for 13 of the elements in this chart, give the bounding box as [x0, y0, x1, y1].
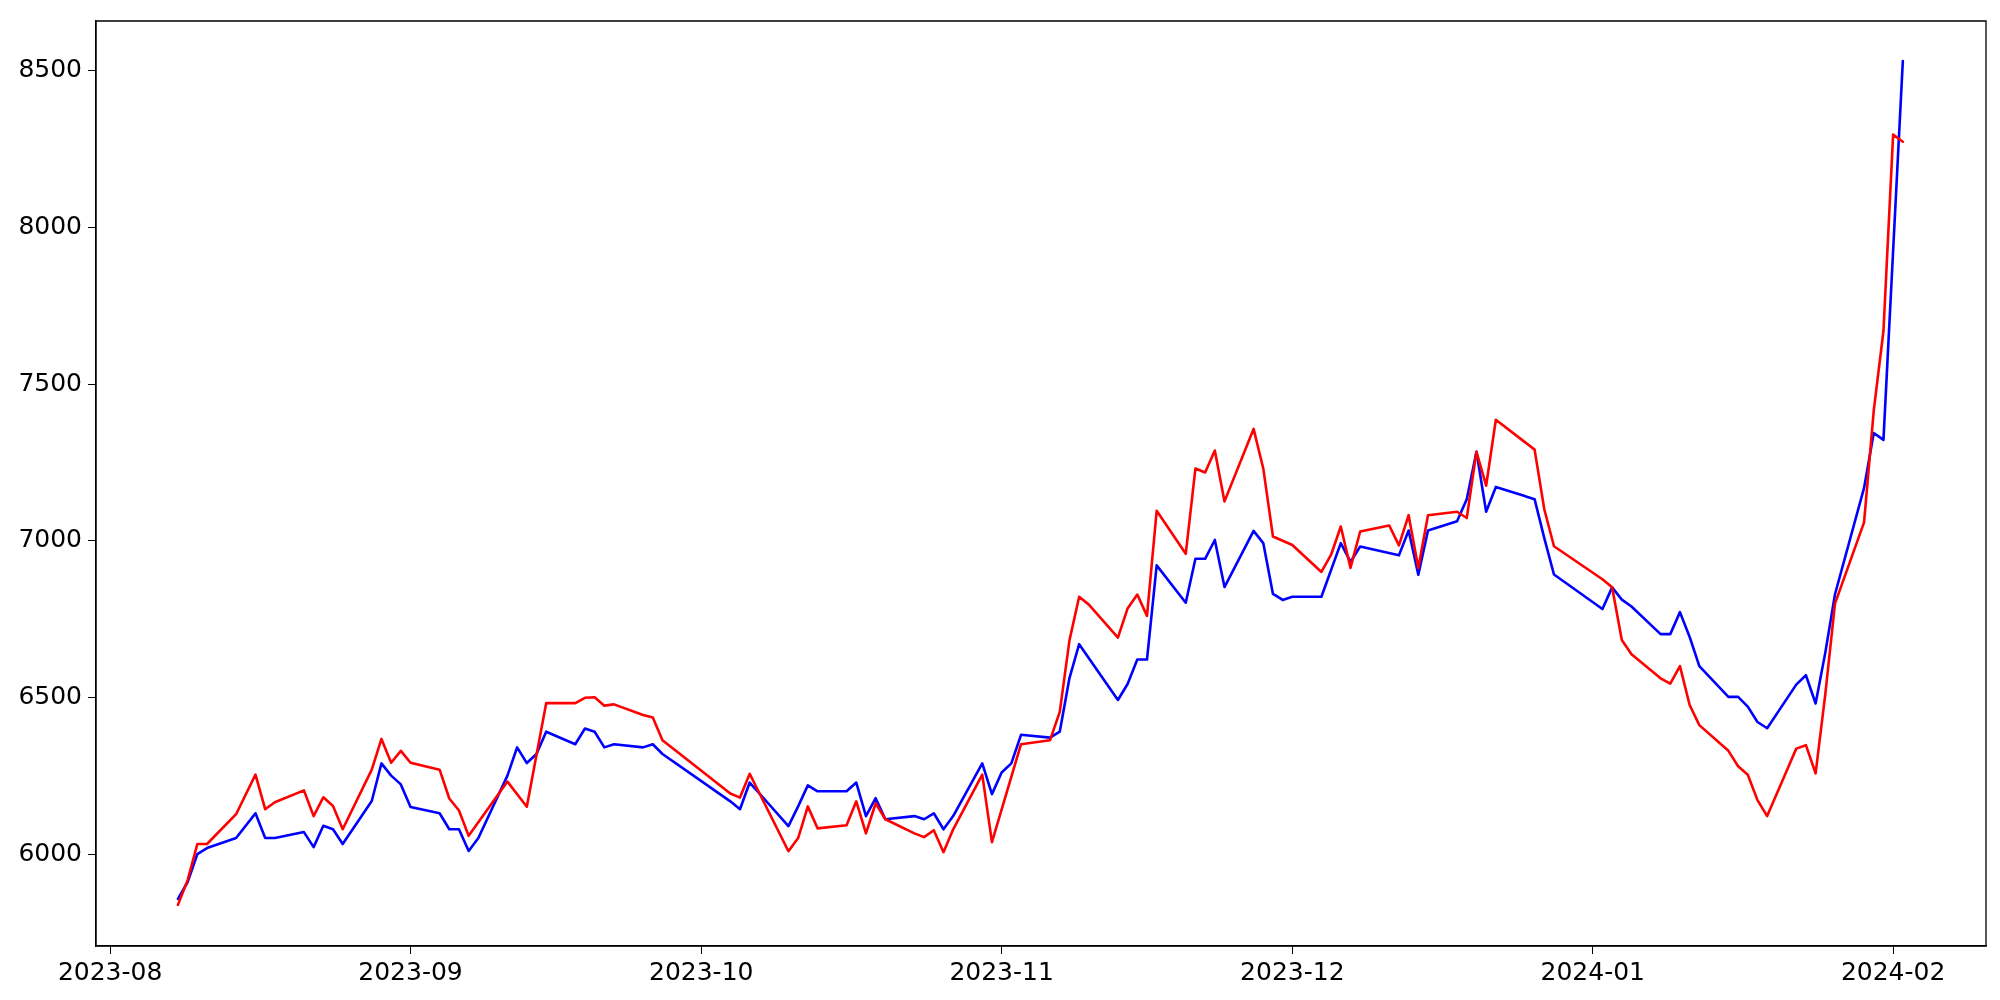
- y-tick-label: 7500: [18, 367, 82, 397]
- x-tick-label: 2024-02: [1840, 956, 1946, 986]
- y-tick-label: 6000: [18, 838, 82, 868]
- y-tick-label: 8000: [18, 210, 82, 240]
- y-tick-label: 8500: [18, 53, 82, 83]
- y-tick-label: 7000: [18, 524, 82, 554]
- x-tick-label: 2023-12: [1240, 956, 1345, 986]
- y-tick-label: 6500: [18, 681, 82, 711]
- x-tick-label: 2024-01: [1540, 956, 1645, 986]
- x-tick-label: 2023-08: [57, 956, 163, 986]
- x-tick-label: 2023-11: [949, 956, 1054, 986]
- x-tick-label: 2023-09: [358, 956, 463, 986]
- x-tick-label: 2023-10: [649, 956, 754, 986]
